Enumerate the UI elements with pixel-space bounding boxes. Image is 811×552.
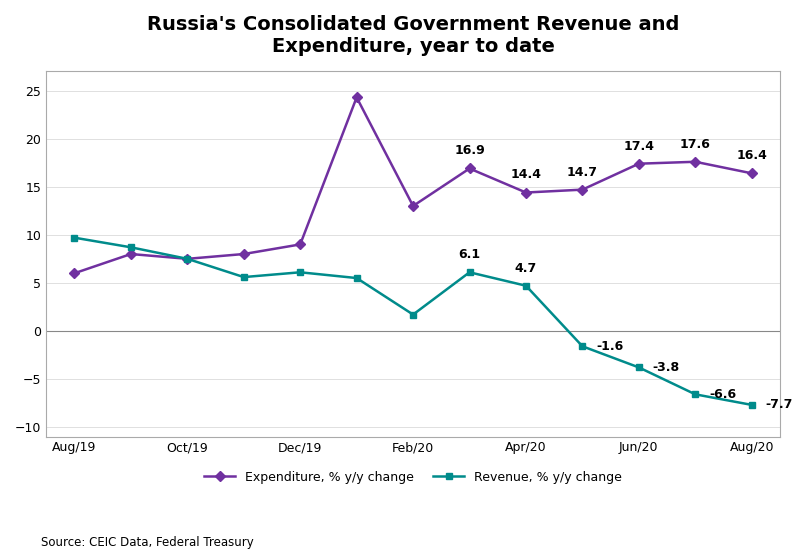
Text: 17.4: 17.4 xyxy=(623,140,654,152)
Text: 16.9: 16.9 xyxy=(453,145,484,157)
Revenue, % y/y change xyxy=(70,235,79,241)
Revenue, % y/y change xyxy=(521,283,530,289)
Text: 6.1: 6.1 xyxy=(458,248,480,261)
Text: 16.4: 16.4 xyxy=(736,149,766,162)
Revenue, % y/y change xyxy=(408,311,418,318)
Text: 14.4: 14.4 xyxy=(510,168,541,182)
Revenue, % y/y change xyxy=(182,256,192,262)
Revenue, % y/y change xyxy=(577,343,586,349)
Expenditure, % y/y change xyxy=(295,241,305,248)
Revenue, % y/y change xyxy=(464,269,474,275)
Expenditure, % y/y change xyxy=(633,161,643,167)
Line: Expenditure, % y/y change: Expenditure, % y/y change xyxy=(71,94,754,277)
Revenue, % y/y change xyxy=(295,269,305,275)
Expenditure, % y/y change xyxy=(464,165,474,172)
Expenditure, % y/y change xyxy=(689,158,699,165)
Expenditure, % y/y change xyxy=(351,94,361,100)
Text: -6.6: -6.6 xyxy=(708,388,736,401)
Expenditure, % y/y change xyxy=(577,187,586,193)
Expenditure, % y/y change xyxy=(182,256,192,262)
Expenditure, % y/y change xyxy=(70,270,79,277)
Expenditure, % y/y change xyxy=(746,170,756,177)
Expenditure, % y/y change xyxy=(521,189,530,196)
Text: Source: CEIC Data, Federal Treasury: Source: CEIC Data, Federal Treasury xyxy=(41,536,253,549)
Revenue, % y/y change xyxy=(689,391,699,397)
Revenue, % y/y change xyxy=(126,244,135,251)
Text: 17.6: 17.6 xyxy=(679,137,710,151)
Legend: Expenditure, % y/y change, Revenue, % y/y change: Expenditure, % y/y change, Revenue, % y/… xyxy=(199,466,626,489)
Text: -7.7: -7.7 xyxy=(765,399,792,411)
Revenue, % y/y change xyxy=(351,275,361,282)
Text: 4.7: 4.7 xyxy=(514,262,536,275)
Line: Revenue, % y/y change: Revenue, % y/y change xyxy=(71,234,754,408)
Revenue, % y/y change xyxy=(633,364,643,371)
Title: Russia's Consolidated Government Revenue and
Expenditure, year to date: Russia's Consolidated Government Revenue… xyxy=(147,15,679,56)
Text: -1.6: -1.6 xyxy=(595,340,623,353)
Revenue, % y/y change xyxy=(238,274,248,280)
Expenditure, % y/y change xyxy=(126,251,135,257)
Text: -3.8: -3.8 xyxy=(652,361,679,374)
Text: 14.7: 14.7 xyxy=(566,166,597,178)
Expenditure, % y/y change xyxy=(238,251,248,257)
Revenue, % y/y change xyxy=(746,402,756,408)
Expenditure, % y/y change xyxy=(408,203,418,209)
